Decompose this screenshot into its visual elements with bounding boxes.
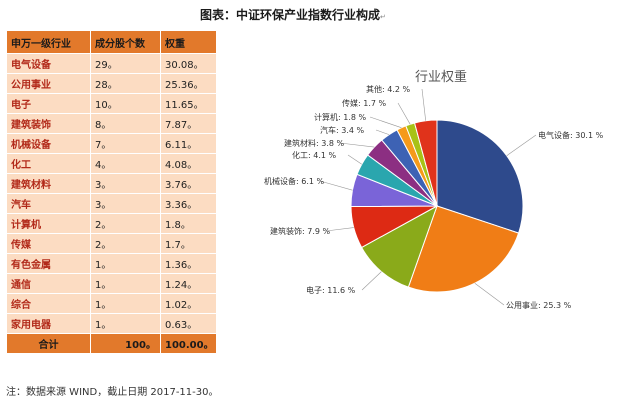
- industry-table: 申万一级行业 成分股个数 权重 电气设备 29。 30.08。 公用事业 28。 25.…: [6, 30, 217, 354]
- row-weight: 6.11。: [160, 133, 217, 154]
- header-count: 成分股个数: [90, 30, 161, 54]
- pie-slice-label: 机械设备: 6.1 %: [264, 176, 325, 186]
- pie-leader-line: [369, 116, 402, 128]
- pie-leader-line: [474, 282, 505, 306]
- row-weight: 30.08。: [160, 53, 217, 74]
- pie-leader-line: [397, 102, 411, 125]
- row-count: 1。: [90, 273, 161, 294]
- table-row: 综合 1。 1.02。: [6, 293, 217, 314]
- row-name: 电气设备: [6, 53, 91, 74]
- row-name: 建筑装饰: [6, 113, 91, 134]
- row-weight: 3.76。: [160, 173, 217, 194]
- table-row: 机械设备 7。 6.11。: [6, 133, 217, 154]
- row-weight: 25.36。: [160, 73, 217, 94]
- pie-slice-label: 电子: 11.6 %: [306, 285, 356, 295]
- row-count: 4。: [90, 153, 161, 174]
- row-count: 2。: [90, 233, 161, 254]
- row-count: 29。: [90, 53, 161, 74]
- table-row: 通信 1。 1.24。: [6, 273, 217, 294]
- row-count: 1。: [90, 293, 161, 314]
- row-weight: 1.8。: [160, 213, 217, 234]
- table-row: 家用电器 1。 0.63。: [6, 313, 217, 334]
- row-count: 2。: [90, 213, 161, 234]
- pie-slice-label: 化工: 4.1 %: [292, 150, 337, 160]
- row-count: 1。: [90, 253, 161, 274]
- row-name: 计算机: [6, 213, 91, 234]
- table-row: 公用事业 28。 25.36。: [6, 73, 217, 94]
- pie-leader-line: [421, 88, 426, 121]
- pie-leader-line: [506, 134, 537, 156]
- row-weight: 1.24。: [160, 273, 217, 294]
- chart-title: 行业权重: [415, 70, 468, 85]
- row-name: 公用事业: [6, 73, 91, 94]
- row-name: 通信: [6, 273, 91, 294]
- row-name: 建筑材料: [6, 173, 91, 194]
- table-row: 化工 4。 4.08。: [6, 153, 217, 174]
- row-weight: 1.7。: [160, 233, 217, 254]
- row-weight: 0.63。: [160, 313, 217, 334]
- row-name: 家用电器: [6, 313, 91, 334]
- row-count: 10。: [90, 93, 161, 114]
- pie-slice-label: 汽车: 3.4 %: [320, 125, 365, 135]
- row-count: 28。: [90, 73, 161, 94]
- row-name: 机械设备: [6, 133, 91, 154]
- row-count: 7。: [90, 133, 161, 154]
- row-weight: 7.87。: [160, 113, 217, 134]
- row-weight: 1.36。: [160, 253, 217, 274]
- pie-slice-label: 计算机: 1.8 %: [314, 112, 367, 122]
- pie-slice-label: 电气设备: 30.1 %: [538, 130, 604, 140]
- table-row: 建筑装饰 8。 7.87。: [6, 113, 217, 134]
- row-count: 3。: [90, 193, 161, 214]
- row-name: 综合: [6, 293, 91, 314]
- pie-slice-label: 公用事业: 25.3 %: [506, 300, 572, 310]
- row-count: 8。: [90, 113, 161, 134]
- pie-slice-label: 建筑材料: 3.8 %: [284, 138, 345, 148]
- row-weight: 3.36。: [160, 193, 217, 214]
- total-count: 100。: [90, 333, 161, 354]
- pie-slice-label: 传媒: 1.7 %: [342, 98, 387, 108]
- row-count: 1。: [90, 313, 161, 334]
- pie-slice-label: 建筑装饰: 7.9 %: [270, 226, 331, 236]
- table-row: 电子 10。 11.65。: [6, 93, 217, 114]
- row-name: 化工: [6, 153, 91, 174]
- row-name: 汽车: [6, 193, 91, 214]
- page-title: 图表：中证环保产业指数行业构成↵: [200, 8, 386, 22]
- total-name: 合计: [6, 333, 91, 354]
- pie-leader-line: [361, 271, 382, 291]
- table-row: 有色金属 1。 1.36。: [6, 253, 217, 274]
- row-weight: 1.02。: [160, 293, 217, 314]
- pie-chart: 电气设备: 30.1 % 公用事业: 25.3 % 电子: 11.6 % 建筑装饰: …: [218, 56, 618, 326]
- row-weight: 4.08。: [160, 153, 217, 174]
- row-name: 电子: [6, 93, 91, 114]
- row-count: 3。: [90, 173, 161, 194]
- table-row: 计算机 2。 1.8。: [6, 213, 217, 234]
- pie-leader-line: [347, 154, 362, 165]
- row-weight: 11.65。: [160, 93, 217, 114]
- title-mark: ↵: [380, 13, 386, 21]
- total-weight: 100.00。: [160, 333, 217, 354]
- pie-leader-line: [339, 142, 375, 148]
- pie-leader-line: [325, 227, 354, 232]
- table-row: 汽车 3。 3.36。: [6, 193, 217, 214]
- pie-leader-line: [375, 129, 390, 135]
- pie-slice-label: 其他: 4.2 %: [366, 84, 411, 94]
- table-total-row: 合计 100。 100.00。: [6, 333, 217, 354]
- row-name: 有色金属: [6, 253, 91, 274]
- header-industry: 申万一级行业: [6, 30, 91, 54]
- table-row: 建筑材料 3。 3.76。: [6, 173, 217, 194]
- header-weight: 权重: [160, 30, 217, 54]
- pie-slice: [360, 204, 438, 288]
- table-row: 传媒 2。 1.7。: [6, 233, 217, 254]
- pie-slice: [413, 119, 438, 207]
- table-header-row: 申万一级行业 成分股个数 权重: [6, 30, 217, 54]
- source-note: 注：数据来源 WIND，截止日期 2017-11-30。: [6, 387, 219, 398]
- table-row: 电气设备 29。 30.08。: [6, 53, 217, 74]
- pie-chart-svg: 电气设备: 30.1 % 公用事业: 25.3 % 电子: 11.6 % 建筑装饰: …: [264, 84, 604, 310]
- pie-leader-line: [319, 180, 353, 191]
- row-name: 传媒: [6, 233, 91, 254]
